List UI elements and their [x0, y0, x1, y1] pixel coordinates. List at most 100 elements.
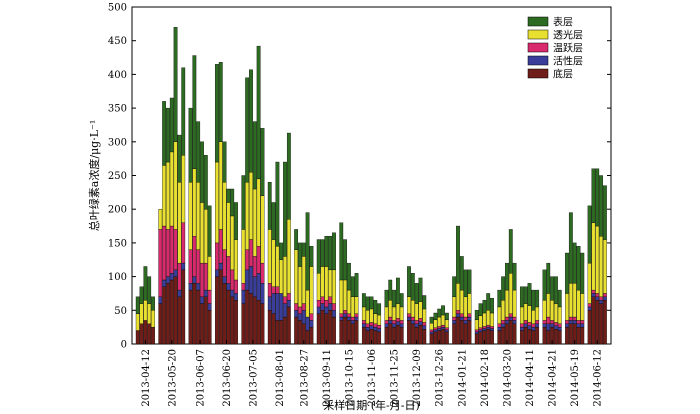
bar-segment-surface [147, 276, 152, 304]
bar-segment-active [286, 300, 291, 308]
bar-segment-active [433, 329, 438, 333]
bar-segment-surface [392, 289, 396, 308]
bar-segment-thermo [546, 316, 551, 324]
bar-segment-active [377, 328, 382, 333]
bar-segment-thermo [234, 279, 238, 294]
bar-segment-bottom [162, 286, 167, 345]
bar-segment-surface [587, 205, 592, 264]
bar-segment-surface [215, 64, 219, 163]
bar-segment-bottom [241, 303, 246, 345]
bar-segment-bottom [497, 330, 502, 345]
bar-segment-active [316, 306, 321, 314]
x-tick-label: 2014-03-20 [502, 349, 513, 407]
bar-segment-active [429, 331, 434, 335]
bar-segment-thermo [587, 303, 592, 308]
bar-segment-surface [188, 107, 193, 183]
bar-segment-bottom [207, 310, 212, 345]
bar-segment-photic [422, 308, 427, 323]
bar-segment-photic [572, 283, 577, 318]
bar-segment-surface [505, 262, 509, 291]
bar-segment-photic [459, 289, 464, 314]
bar-segment-active [188, 283, 193, 291]
bar-segment-active [410, 320, 415, 324]
bar-segment-thermo [414, 320, 419, 324]
bar-segment-bottom [203, 296, 208, 345]
bar-segment-thermo [384, 320, 389, 324]
bar-segment-bottom [158, 303, 163, 345]
bar-segment-active [196, 283, 201, 291]
bar-segment-surface [452, 276, 457, 297]
bar-segment-bottom [196, 289, 201, 345]
bar-segment-bottom [188, 289, 193, 345]
y-tick-label: 0 [121, 340, 127, 351]
x-tick-label: 2013-08-27 [299, 349, 310, 407]
bar-segment-bottom [587, 310, 592, 345]
bar-segment-bottom [173, 276, 178, 345]
bar-segment-active [373, 326, 378, 331]
bar-segment-thermo [309, 313, 314, 321]
bar-segment-surface [429, 316, 434, 324]
bar-segment-photic [396, 303, 400, 319]
bar-segment-surface [523, 286, 528, 304]
bar-segment-surface [482, 300, 487, 314]
bar-segment-bottom [252, 296, 257, 345]
bar-segment-active [572, 320, 577, 324]
y-tick-label: 250 [108, 171, 127, 182]
x-tick-label: 2013-10-15 [344, 349, 355, 407]
bar-segment-active [309, 320, 314, 328]
bar-segment-surface [181, 67, 186, 156]
bar-segment-thermo [301, 303, 306, 311]
bar-segment-thermo [576, 320, 581, 324]
bar-segment-photic [222, 182, 227, 250]
y-axis-label: 总叶绿素a浓度/μg·L⁻¹ [87, 120, 101, 231]
bar-segment-thermo [418, 318, 423, 322]
bar-segment-bottom [554, 328, 558, 345]
bar-segment-active [505, 320, 509, 324]
bar-segment-surface [316, 239, 321, 274]
bar-segment-active [260, 283, 265, 304]
bar-segment-active [305, 316, 310, 331]
bar-segment-surface [542, 269, 547, 301]
bar-segment-photic [373, 313, 378, 324]
bar-segment-surface [591, 168, 596, 223]
bar-segment-bottom [222, 283, 227, 345]
bar-segment-active [508, 316, 513, 321]
bar-segment-thermo [215, 242, 219, 271]
bar-segment-thermo [222, 249, 227, 277]
bar-segment-thermo [354, 313, 359, 318]
bar-segment-active [169, 273, 174, 281]
bar-segment-thermo [298, 306, 302, 314]
bar-segment-surface [519, 286, 524, 308]
x-tick-label: 2013-11-06 [367, 349, 378, 407]
bar-segment-surface [283, 161, 287, 257]
bar-segment-surface [565, 252, 569, 294]
bar-segment-thermo [271, 286, 276, 294]
bar-segment-surface [535, 289, 540, 308]
bar-segment-surface [478, 303, 483, 316]
bar-segment-active [557, 326, 562, 331]
bar-segment-surface [162, 101, 167, 166]
bar-segment-photic [226, 202, 231, 257]
bar-segment-bottom [429, 333, 434, 345]
legend-label-bottom: 底层 [553, 68, 573, 81]
bar-segment-surface [377, 303, 382, 316]
bar-segment-photic [505, 289, 509, 318]
bar-segment-surface [135, 296, 140, 314]
x-tick-label: 2014-06-12 [593, 349, 604, 407]
bar-segment-active [271, 293, 276, 314]
bar-segment-surface [602, 185, 607, 240]
bar-segment-photic [162, 165, 167, 227]
bar-segment-photic [576, 289, 581, 321]
bar-segment-photic [433, 319, 438, 328]
bar-segment-bottom [324, 313, 329, 345]
bar-segment-photic [591, 222, 596, 291]
bar-segment-thermo [519, 323, 524, 328]
bar-segment-active [230, 289, 235, 297]
bar-segment-bottom [373, 330, 378, 345]
bar-segment-thermo [456, 310, 460, 314]
bar-segment-photic [305, 289, 310, 318]
bar-segment-photic [407, 296, 411, 314]
bar-segment-photic [565, 293, 569, 321]
bar-segment-thermo [568, 316, 573, 321]
